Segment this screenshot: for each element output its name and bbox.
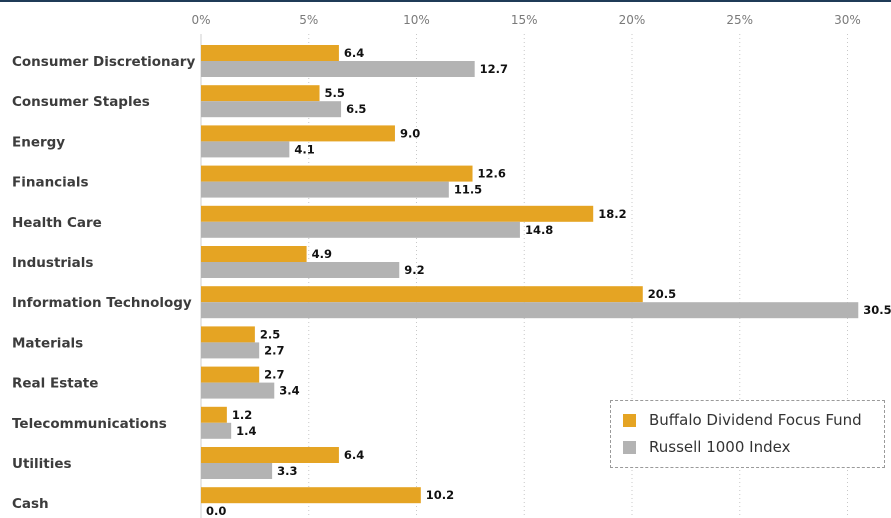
bar-fund — [201, 326, 255, 343]
value-label: 3.3 — [277, 464, 297, 478]
value-label: 9.2 — [404, 263, 424, 277]
legend-item-fund: Buffalo Dividend Focus Fund — [623, 411, 862, 429]
x-tick-label: 10% — [403, 13, 430, 27]
bar-index — [201, 101, 342, 118]
value-label: 2.7 — [264, 343, 284, 357]
value-label: 0.0 — [206, 504, 226, 518]
value-labels: 6.4 12.7 5.56.5 9.0 4.1 12.6 11.5 18.2 14.8 4.9 9.… — [206, 46, 891, 518]
value-label: 3.4 — [279, 384, 299, 398]
bar-index — [201, 302, 859, 319]
category-labels: Consumer Discretionary Consumer Staples En… — [12, 54, 195, 512]
value-label: 1.4 — [236, 424, 256, 438]
value-label: 5.5 — [325, 86, 345, 100]
value-label: 18.2 — [598, 207, 626, 221]
x-tick-label: 25% — [726, 13, 753, 27]
bar-index — [201, 422, 232, 439]
category-label: Materials — [12, 335, 83, 351]
bar-index — [201, 382, 275, 399]
category-label: Financials — [12, 175, 89, 191]
category-label: Utilities — [12, 456, 72, 472]
legend-label-fund: Buffalo Dividend Focus Fund — [649, 411, 862, 429]
value-label: 2.7 — [264, 368, 284, 382]
bar-fund — [201, 406, 227, 423]
category-label: Telecommunications — [12, 416, 167, 432]
value-label: 30.5 — [863, 303, 891, 317]
bar-fund — [201, 246, 307, 262]
value-label: 10.2 — [426, 488, 454, 502]
bar-index — [201, 463, 273, 479]
bar-fund — [201, 205, 594, 222]
bar-fund — [201, 85, 320, 102]
category-label: Industrials — [12, 255, 93, 271]
value-label: 4.9 — [312, 247, 332, 261]
bar-index — [201, 141, 290, 158]
legend: Buffalo Dividend Focus Fund Russell 1000… — [610, 400, 885, 468]
value-label: 20.5 — [648, 287, 676, 301]
category-label: Energy — [12, 134, 65, 150]
legend-item-index: Russell 1000 Index — [623, 438, 790, 456]
value-label: 1.2 — [232, 408, 252, 422]
bar-fund — [201, 487, 421, 504]
bar-fund — [201, 125, 395, 142]
bar-fund — [201, 45, 339, 61]
bar-index — [201, 342, 260, 359]
value-label: 12.6 — [478, 167, 506, 181]
x-tick-label: 20% — [619, 13, 646, 27]
category-label: Health Care — [12, 215, 102, 231]
legend-label-index: Russell 1000 Index — [649, 438, 791, 456]
category-label: Information Technology — [12, 295, 192, 311]
category-label: Consumer Staples — [12, 94, 150, 110]
bar-index — [201, 61, 475, 77]
value-label: 6.5 — [346, 102, 366, 116]
value-label: 6.4 — [344, 46, 364, 60]
category-label: Consumer Discretionary — [12, 54, 195, 70]
value-label: 11.5 — [454, 183, 482, 197]
x-tick-label: 30% — [834, 13, 861, 27]
category-label: Real Estate — [12, 376, 98, 392]
legend-swatch-index — [623, 440, 636, 454]
value-label: 14.8 — [525, 223, 553, 237]
bar-index — [201, 221, 520, 238]
x-tick-label: 5% — [299, 13, 318, 27]
bar-index — [201, 262, 400, 278]
category-label: Cash — [12, 496, 49, 512]
bar-fund — [201, 447, 339, 463]
bars — [201, 45, 859, 504]
legend-swatch-fund — [623, 413, 636, 427]
bar-index — [201, 181, 449, 198]
value-label: 9.0 — [400, 126, 420, 140]
value-label: 2.5 — [260, 327, 280, 341]
value-label: 4.1 — [294, 142, 314, 156]
value-label: 12.7 — [480, 62, 508, 76]
bar-fund — [201, 165, 473, 182]
top-border — [0, 0, 891, 2]
bar-fund — [201, 286, 643, 303]
x-axis-ticks: 0% 5% 10% 15% 20% 25% 30% — [191, 13, 860, 27]
bar-fund — [201, 366, 260, 383]
x-tick-label: 0% — [191, 13, 210, 27]
x-tick-label: 15% — [511, 13, 538, 27]
value-label: 6.4 — [344, 448, 364, 462]
